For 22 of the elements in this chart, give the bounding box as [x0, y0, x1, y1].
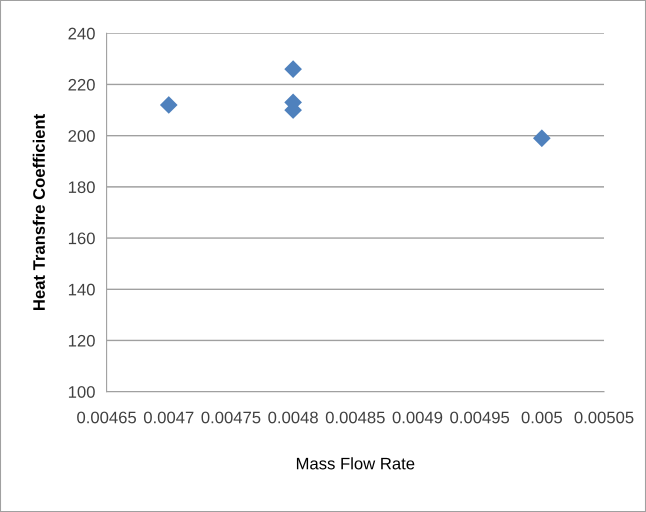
point	[160, 96, 178, 114]
y-axis-title: Heat Transfre Coefficient	[32, 114, 45, 310]
x-tick-label: 0.005	[522, 412, 562, 424]
x-tick-label: 0.00495	[450, 412, 510, 424]
point	[284, 60, 302, 78]
y-tick-label: 160	[68, 232, 95, 244]
point	[533, 130, 550, 147]
x-tick-label: 0.00485	[326, 412, 385, 424]
x-tick-label: 0.0048	[268, 412, 318, 424]
y-tick-label: 220	[68, 78, 95, 91]
y-tick-label: 120	[68, 334, 95, 347]
y-tick-label: 140	[68, 284, 95, 296]
y-tick-label: 240	[68, 28, 95, 40]
y-tick-label: 100	[68, 386, 95, 398]
y-tick-label: 180	[68, 181, 95, 194]
x-tick-label: 0.0049	[392, 412, 442, 424]
x-tick-label: 0.00505	[574, 412, 634, 424]
x-tick-label: 0.00465	[77, 412, 136, 424]
x-axis-title: Mass Flow Rate	[296, 457, 414, 470]
y-tick-label: 200	[68, 130, 95, 142]
x-tick-label: 0.00475	[201, 412, 260, 424]
x-tick-label: 0.0047	[144, 412, 194, 424]
